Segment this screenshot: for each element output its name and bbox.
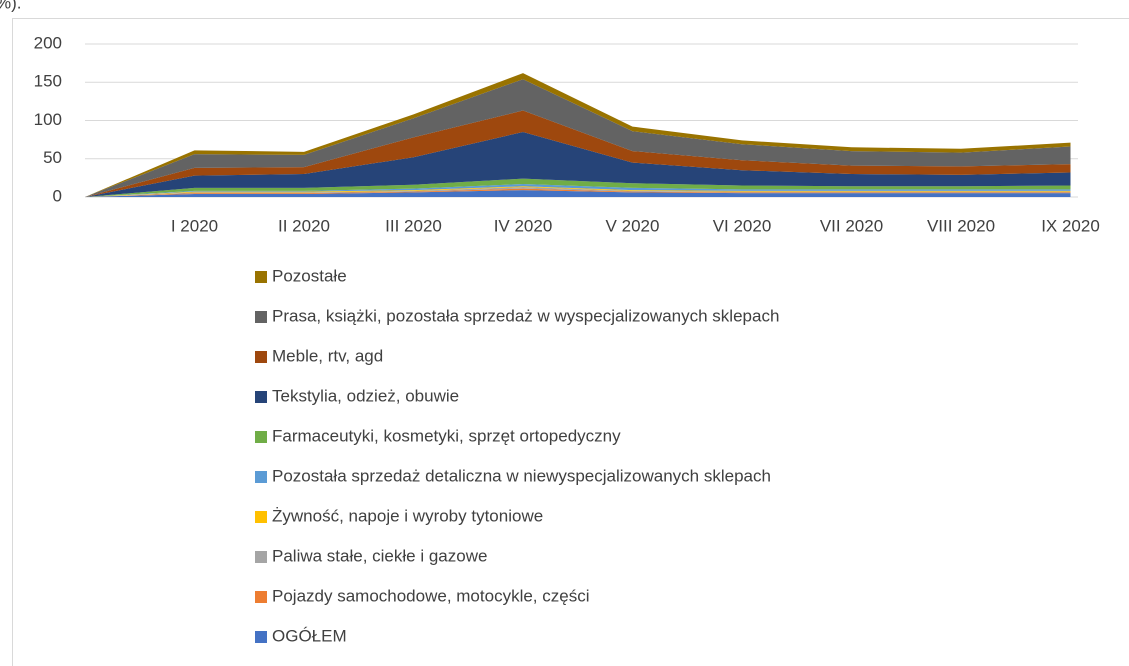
legend-swatch: [255, 591, 267, 603]
y-tick-label: 150: [34, 72, 62, 91]
legend-label: Paliwa stałe, ciekłe i gazowe: [272, 546, 487, 565]
legend-swatch: [255, 391, 267, 403]
legend-label: Żywność, napoje i wyroby tytoniowe: [272, 506, 543, 525]
area: [85, 188, 1071, 197]
x-tick-label: V 2020: [606, 216, 660, 235]
x-tick-label: IX 2020: [1041, 216, 1100, 235]
area: [85, 190, 1071, 197]
legend-swatch: [255, 511, 267, 523]
x-tick-label: VIII 2020: [927, 216, 995, 235]
legend-swatch: [255, 311, 267, 323]
x-tick-label: IV 2020: [494, 216, 553, 235]
legend-label: Pojazdy samochodowe, motocykle, części: [272, 586, 589, 605]
legend-swatch: [255, 431, 267, 443]
legend-swatch: [255, 631, 267, 643]
legend-swatch: [255, 351, 267, 363]
y-tick-label: 200: [34, 33, 62, 52]
area: [85, 187, 1071, 197]
x-tick-label: III 2020: [385, 216, 442, 235]
y-tick-label: 100: [34, 110, 62, 129]
x-tick-label: VII 2020: [820, 216, 883, 235]
legend-swatch: [255, 271, 267, 283]
area: [85, 186, 1071, 197]
chart-title: %).: [0, 0, 22, 12]
legend-label: Meble, rtv, agd: [272, 346, 383, 365]
legend-label: Tekstylia, odzież, obuwie: [272, 386, 459, 405]
chart-border: [12, 18, 1129, 666]
x-tick-label: I 2020: [171, 216, 218, 235]
legend-label: Prasa, książki, pozostała sprzedaż w wys…: [272, 306, 779, 325]
legend-swatch: [255, 551, 267, 563]
area: [85, 183, 1071, 197]
legend-label: OGÓŁEM: [272, 626, 347, 645]
y-tick-label: 50: [43, 148, 62, 167]
x-tick-label: II 2020: [278, 216, 330, 235]
legend-label: Pozostała sprzedaż detaliczna w niewyspe…: [272, 466, 771, 485]
y-tick-label: 0: [53, 186, 62, 205]
x-tick-label: VI 2020: [713, 216, 772, 235]
area: [85, 131, 1071, 197]
legend-label: Farmaceutyki, kosmetyki, sprzęt ortopedy…: [272, 426, 621, 445]
legend-label: Pozostałe: [272, 266, 347, 285]
legend-swatch: [255, 471, 267, 483]
